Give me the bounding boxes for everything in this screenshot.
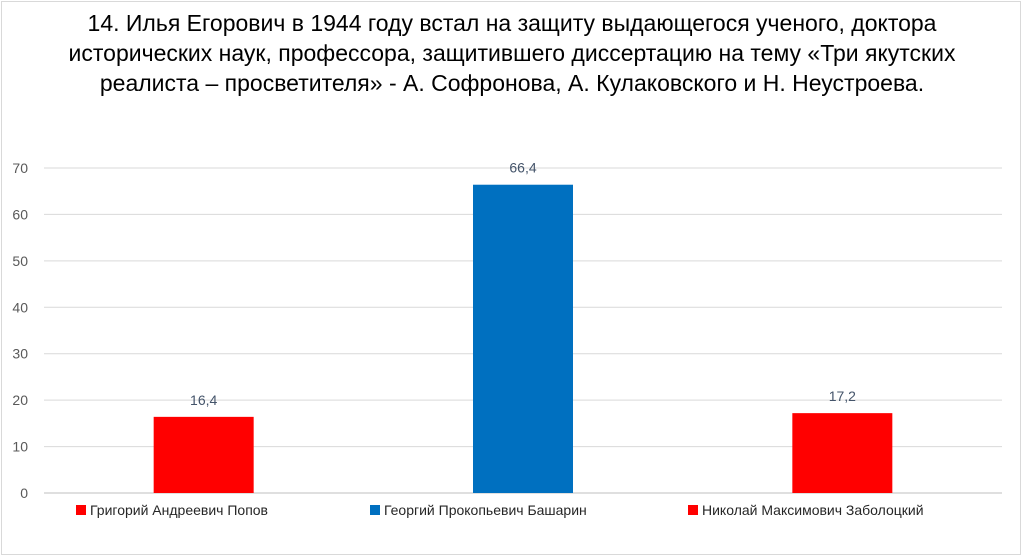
bar — [792, 413, 893, 493]
legend-label: Георгий Прокопьевич Башарин — [384, 502, 587, 518]
legend-swatch — [76, 505, 86, 515]
y-tick-label: 40 — [12, 299, 28, 315]
bar — [153, 416, 254, 493]
bar — [473, 184, 573, 493]
y-tick-label: 0 — [20, 485, 28, 501]
chart-title: 14. Илья Егорович в 1944 году встал на з… — [68, 10, 956, 96]
y-tick-label: 50 — [12, 253, 28, 269]
legend-label: Николай Максимович Заболоцкий — [702, 502, 924, 518]
y-tick-label: 10 — [12, 439, 28, 455]
data-label: 16,4 — [190, 392, 217, 408]
data-label: 66,4 — [509, 160, 536, 176]
data-label: 17,2 — [829, 388, 856, 404]
legend-swatch — [688, 505, 698, 515]
y-tick-label: 60 — [12, 206, 28, 222]
legend-swatch — [370, 505, 380, 515]
y-tick-label: 20 — [12, 392, 28, 408]
y-tick-label: 30 — [12, 346, 28, 362]
y-tick-label: 70 — [12, 160, 28, 176]
legend-label: Григорий Андреевич Попов — [90, 502, 268, 518]
